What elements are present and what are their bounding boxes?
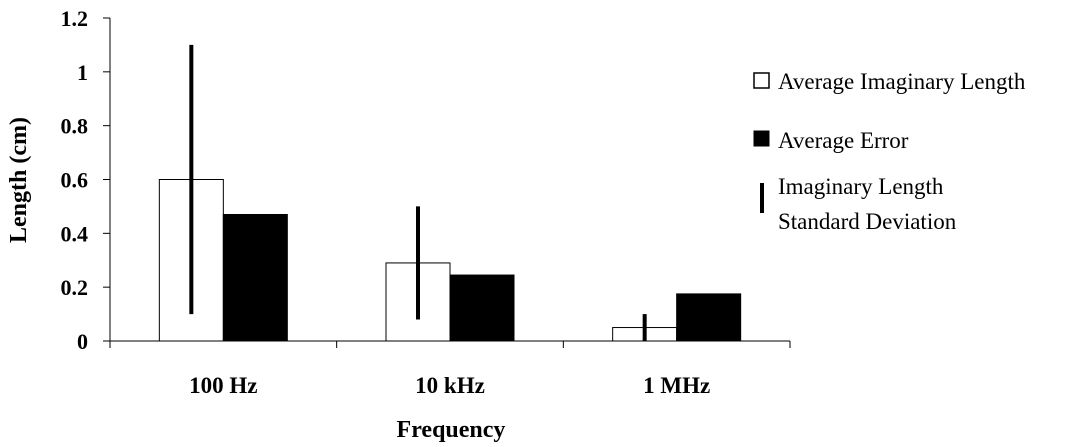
y-tick-label: 0.4: [61, 221, 89, 246]
legend: Average Imaginary Length Average Error I…: [753, 69, 1026, 234]
y-tick-label: 1: [77, 60, 88, 85]
y-tick-label: 0: [77, 329, 88, 354]
legend-filled-square-icon: [753, 130, 770, 147]
legend-label-std-dev-line2: Standard Deviation: [778, 209, 957, 234]
x-axis-title: Frequency: [397, 417, 506, 443]
x-tick-labels: 100 Hz 10 kHz 1 MHz: [189, 373, 710, 398]
bars: [158, 179, 742, 342]
y-axis-title: Length (cm): [6, 117, 32, 243]
x-tick-label: 100 Hz: [189, 373, 257, 398]
bar-average-error: [222, 213, 288, 342]
y-tick-label: 0.8: [61, 114, 89, 139]
bar-average-error: [449, 274, 515, 342]
y-tick-labels: 0 0.2 0.4 0.6 0.8 1 1.2: [61, 6, 89, 354]
error-bars: [189, 44, 647, 341]
bar-average-error: [676, 293, 742, 342]
x-tick-label: 1 MHz: [643, 373, 710, 398]
legend-open-square-icon: [753, 72, 770, 89]
legend-label-average-error: Average Error: [778, 128, 909, 153]
x-tick-label: 10 kHz: [415, 373, 485, 398]
y-tick-label: 0.2: [61, 275, 89, 300]
legend-label-std-dev-line1: Imaginary Length: [778, 174, 944, 199]
y-tick-label: 1.2: [61, 6, 89, 31]
legend-label-average-imaginary-length: Average Imaginary Length: [778, 69, 1026, 94]
y-tick-label: 0.6: [61, 168, 89, 193]
